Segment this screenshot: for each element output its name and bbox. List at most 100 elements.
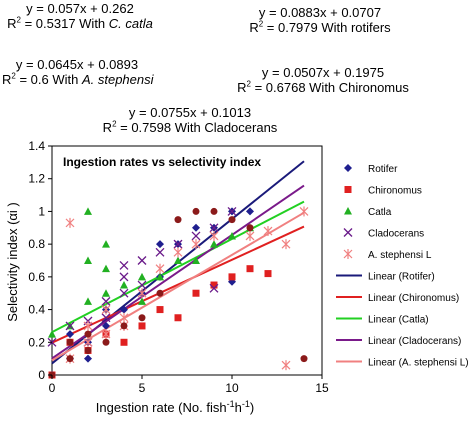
- data-point: [138, 272, 146, 281]
- data-point: [156, 306, 164, 314]
- data-point: [246, 265, 254, 273]
- legend-label: Linear (Rotifer): [368, 272, 435, 283]
- data-point: [192, 256, 200, 264]
- trendline: [51, 184, 305, 360]
- trendline: [51, 211, 305, 362]
- legend: Rotifer Chironomus Catla Cladocerans A. step…: [336, 164, 469, 369]
- data-point: [155, 247, 165, 257]
- data-point: [192, 289, 200, 297]
- data-point: [210, 240, 218, 248]
- data-point: [119, 272, 129, 282]
- y-axis-label: Selectivity index (αi ): [5, 202, 20, 322]
- data-point: [120, 281, 128, 289]
- data-point: [84, 354, 92, 363]
- data-point: [174, 216, 182, 224]
- data-point: [83, 337, 93, 348]
- data-point: [84, 297, 92, 305]
- y-tick-label: 1.4: [28, 139, 45, 153]
- data-point: [245, 230, 255, 241]
- trendline: [51, 200, 305, 334]
- equation-catla-r2: R2 = 0.5317 With C. catla: [7, 15, 153, 31]
- equation-rotifers-r2: R2 = 0.7979 With rotifers: [249, 19, 391, 35]
- legend-marker: [343, 249, 353, 259]
- data-point: [156, 272, 164, 281]
- y-tick-label: 0.2: [28, 335, 45, 349]
- legend-marker: [344, 186, 352, 193]
- data-point: [156, 240, 164, 249]
- equation-stephensi-r2: R2 = 0.6 With A. stephensi: [2, 71, 154, 87]
- equation-cladocerans-r2: R2 = 0.7598 With Cladocerans: [102, 119, 278, 135]
- data-point: [102, 338, 110, 346]
- equation-rotifers-line1: y = 0.0883x + 0.0707: [258, 5, 382, 20]
- data-point: [101, 304, 111, 315]
- chart-title: Ingestion rates vs selectivity index: [63, 155, 261, 169]
- data-point: [156, 289, 164, 297]
- y-tick-label: 1.2: [28, 172, 45, 186]
- legend-label: Linear (Catla): [368, 315, 429, 326]
- y-tick-label: 1: [38, 204, 45, 218]
- data-point: [227, 206, 237, 216]
- trendline: [51, 225, 305, 344]
- data-point: [66, 330, 74, 339]
- data-point: [209, 283, 219, 293]
- data-point: [155, 263, 165, 274]
- data-point: [66, 338, 74, 346]
- data-point: [228, 216, 236, 224]
- data-point: [120, 322, 128, 330]
- data-point: [101, 296, 111, 306]
- data-point: [281, 360, 291, 371]
- x-tick-label: 15: [315, 381, 329, 395]
- data-point: [174, 256, 182, 264]
- data-point: [65, 217, 75, 228]
- legend-label: Rotifer: [368, 164, 398, 175]
- data-point: [281, 239, 291, 250]
- x-axis-label: Ingestion rate (No. fish-1h-1): [96, 399, 254, 415]
- equation-rotifers: y = 0.0883x + 0.0707 R2 = 0.7979 With ro…: [235, 5, 405, 35]
- data-point: [101, 329, 111, 340]
- data-point: [210, 281, 218, 289]
- data-point: [66, 355, 74, 363]
- data-point: [102, 321, 110, 330]
- legend-marker: [343, 228, 353, 237]
- legend-label: A. stephensi L: [368, 250, 432, 261]
- data-point: [192, 223, 200, 232]
- data-point: [138, 297, 146, 305]
- data-point: [48, 330, 56, 338]
- data-point: [246, 207, 254, 216]
- data-point: [120, 305, 128, 314]
- equation-catla: y = 0.057x + 0.262 R2 = 0.5317 With C. c…: [5, 1, 155, 31]
- equation-cladocerans: y = 0.0755x + 0.1013 R2 = 0.7598 With Cl…: [100, 105, 280, 135]
- data-point: [299, 206, 309, 217]
- data-point: [210, 207, 218, 215]
- data-point: [84, 207, 92, 215]
- equation-stephensi: y = 0.0645x + 0.0893 R2 = 0.6 With A. st…: [2, 57, 154, 87]
- x-tick-label: 10: [225, 381, 239, 395]
- data-point: [84, 330, 92, 338]
- legend-marker: [344, 207, 352, 215]
- legend-label: Linear (A. stephensi L): [368, 358, 469, 369]
- data-point: [191, 239, 201, 250]
- data-point: [101, 313, 111, 323]
- legend-label: Linear (Cladocerans): [368, 336, 461, 347]
- data-point: [264, 270, 272, 278]
- data-point: [228, 231, 236, 240]
- data-point: [191, 231, 201, 241]
- equation-cladocerans-line1: y = 0.0755x + 0.1013: [128, 105, 252, 120]
- y-tick-label: 0.6: [28, 270, 45, 284]
- data-point: [102, 264, 110, 273]
- data-point: [300, 355, 308, 363]
- data-point: [119, 260, 129, 270]
- data-point: [138, 314, 146, 322]
- equation-chironomus-line1: y = 0.0507x + 0.1975: [261, 65, 385, 80]
- data-point: [137, 256, 147, 265]
- data-point: [263, 226, 273, 237]
- legend-label: Linear (Chironomus): [368, 293, 459, 304]
- data-point: [84, 346, 92, 354]
- x-tick-label: 5: [139, 381, 146, 395]
- legend-label: Catla: [368, 207, 392, 218]
- data-point: [246, 224, 254, 232]
- equation-stephensi-line1: y = 0.0645x + 0.0893: [15, 57, 139, 72]
- x-tick-label: 0: [49, 381, 56, 395]
- data-point: [102, 240, 110, 248]
